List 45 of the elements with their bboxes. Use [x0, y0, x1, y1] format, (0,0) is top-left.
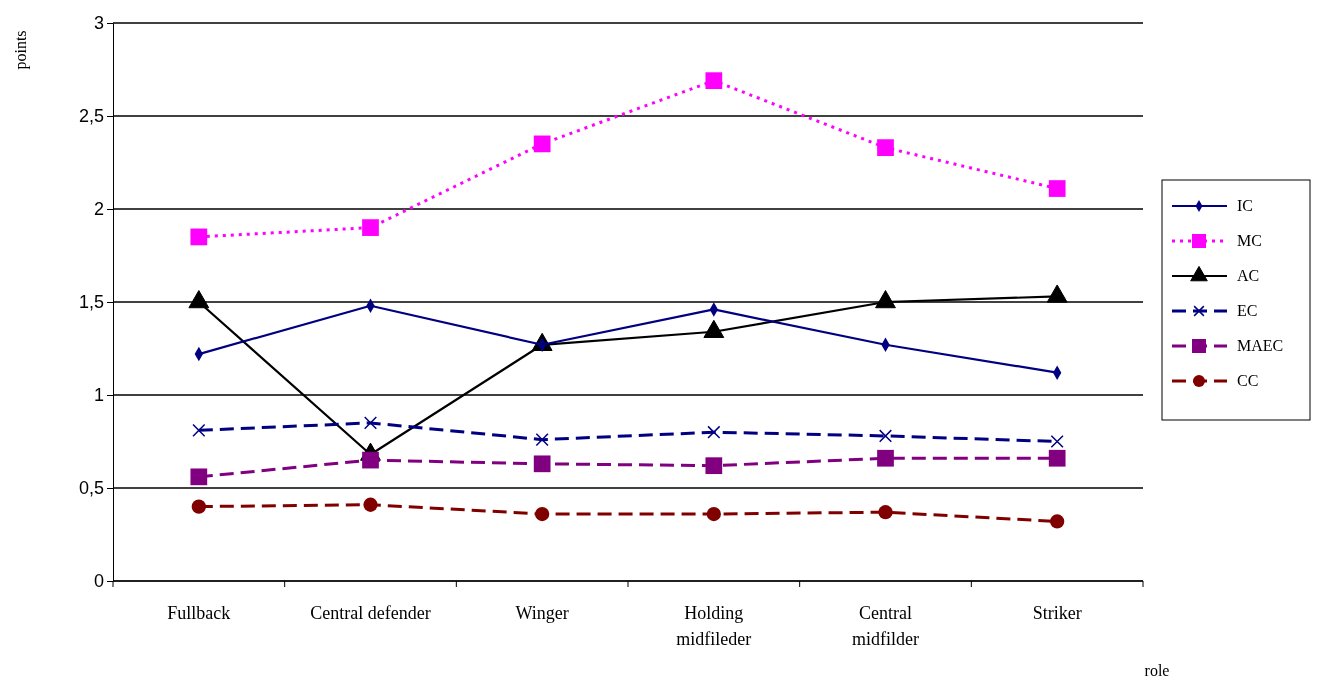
y-tick-label: 0,5: [78, 478, 104, 499]
legend-label: MAEC: [1237, 337, 1284, 354]
point: [705, 457, 723, 475]
point: [877, 449, 894, 467]
point: [190, 468, 208, 486]
point: [190, 228, 208, 246]
point: [191, 499, 206, 514]
legend-label: EC: [1237, 302, 1258, 319]
y-tick-label: 2,5: [78, 106, 104, 127]
legend-label: MC: [1237, 232, 1262, 249]
point: [533, 135, 551, 153]
y-tick-label: 3: [93, 13, 104, 34]
y-tick-label: 1,5: [78, 292, 104, 313]
y-axis-title: points: [12, 30, 30, 70]
point: [1050, 514, 1065, 529]
x-tick-label: Winger: [515, 603, 569, 623]
point: [533, 455, 551, 473]
x-tick-label: Central defender: [310, 603, 431, 623]
point: [362, 451, 379, 469]
legend-label: CC: [1237, 372, 1259, 389]
point: [877, 139, 894, 156]
point: [1048, 180, 1066, 197]
y-tick-label: 2: [93, 199, 104, 220]
x-tick-label: Striker: [1032, 603, 1082, 623]
point: [705, 72, 723, 90]
x-tick-label: Fullback: [167, 603, 231, 623]
point: [363, 497, 378, 512]
point: [878, 429, 893, 443]
point: [535, 506, 550, 522]
point: [362, 219, 379, 236]
point: [1048, 449, 1066, 467]
x-tick-label: Central midfilder: [852, 603, 919, 649]
x-tick-label: Holding midfileder: [676, 603, 752, 649]
legend-label: AC: [1237, 267, 1260, 284]
point: [192, 423, 206, 437]
point: [535, 433, 549, 447]
point: [363, 416, 378, 430]
point: [1050, 434, 1064, 449]
point: [706, 506, 721, 522]
point: [878, 505, 893, 520]
y-tick-label: 1: [93, 385, 104, 406]
legend-label: IC: [1237, 197, 1253, 214]
x-axis-title: role: [1144, 662, 1170, 678]
y-tick-label: 0: [93, 571, 104, 592]
point: [707, 425, 721, 439]
